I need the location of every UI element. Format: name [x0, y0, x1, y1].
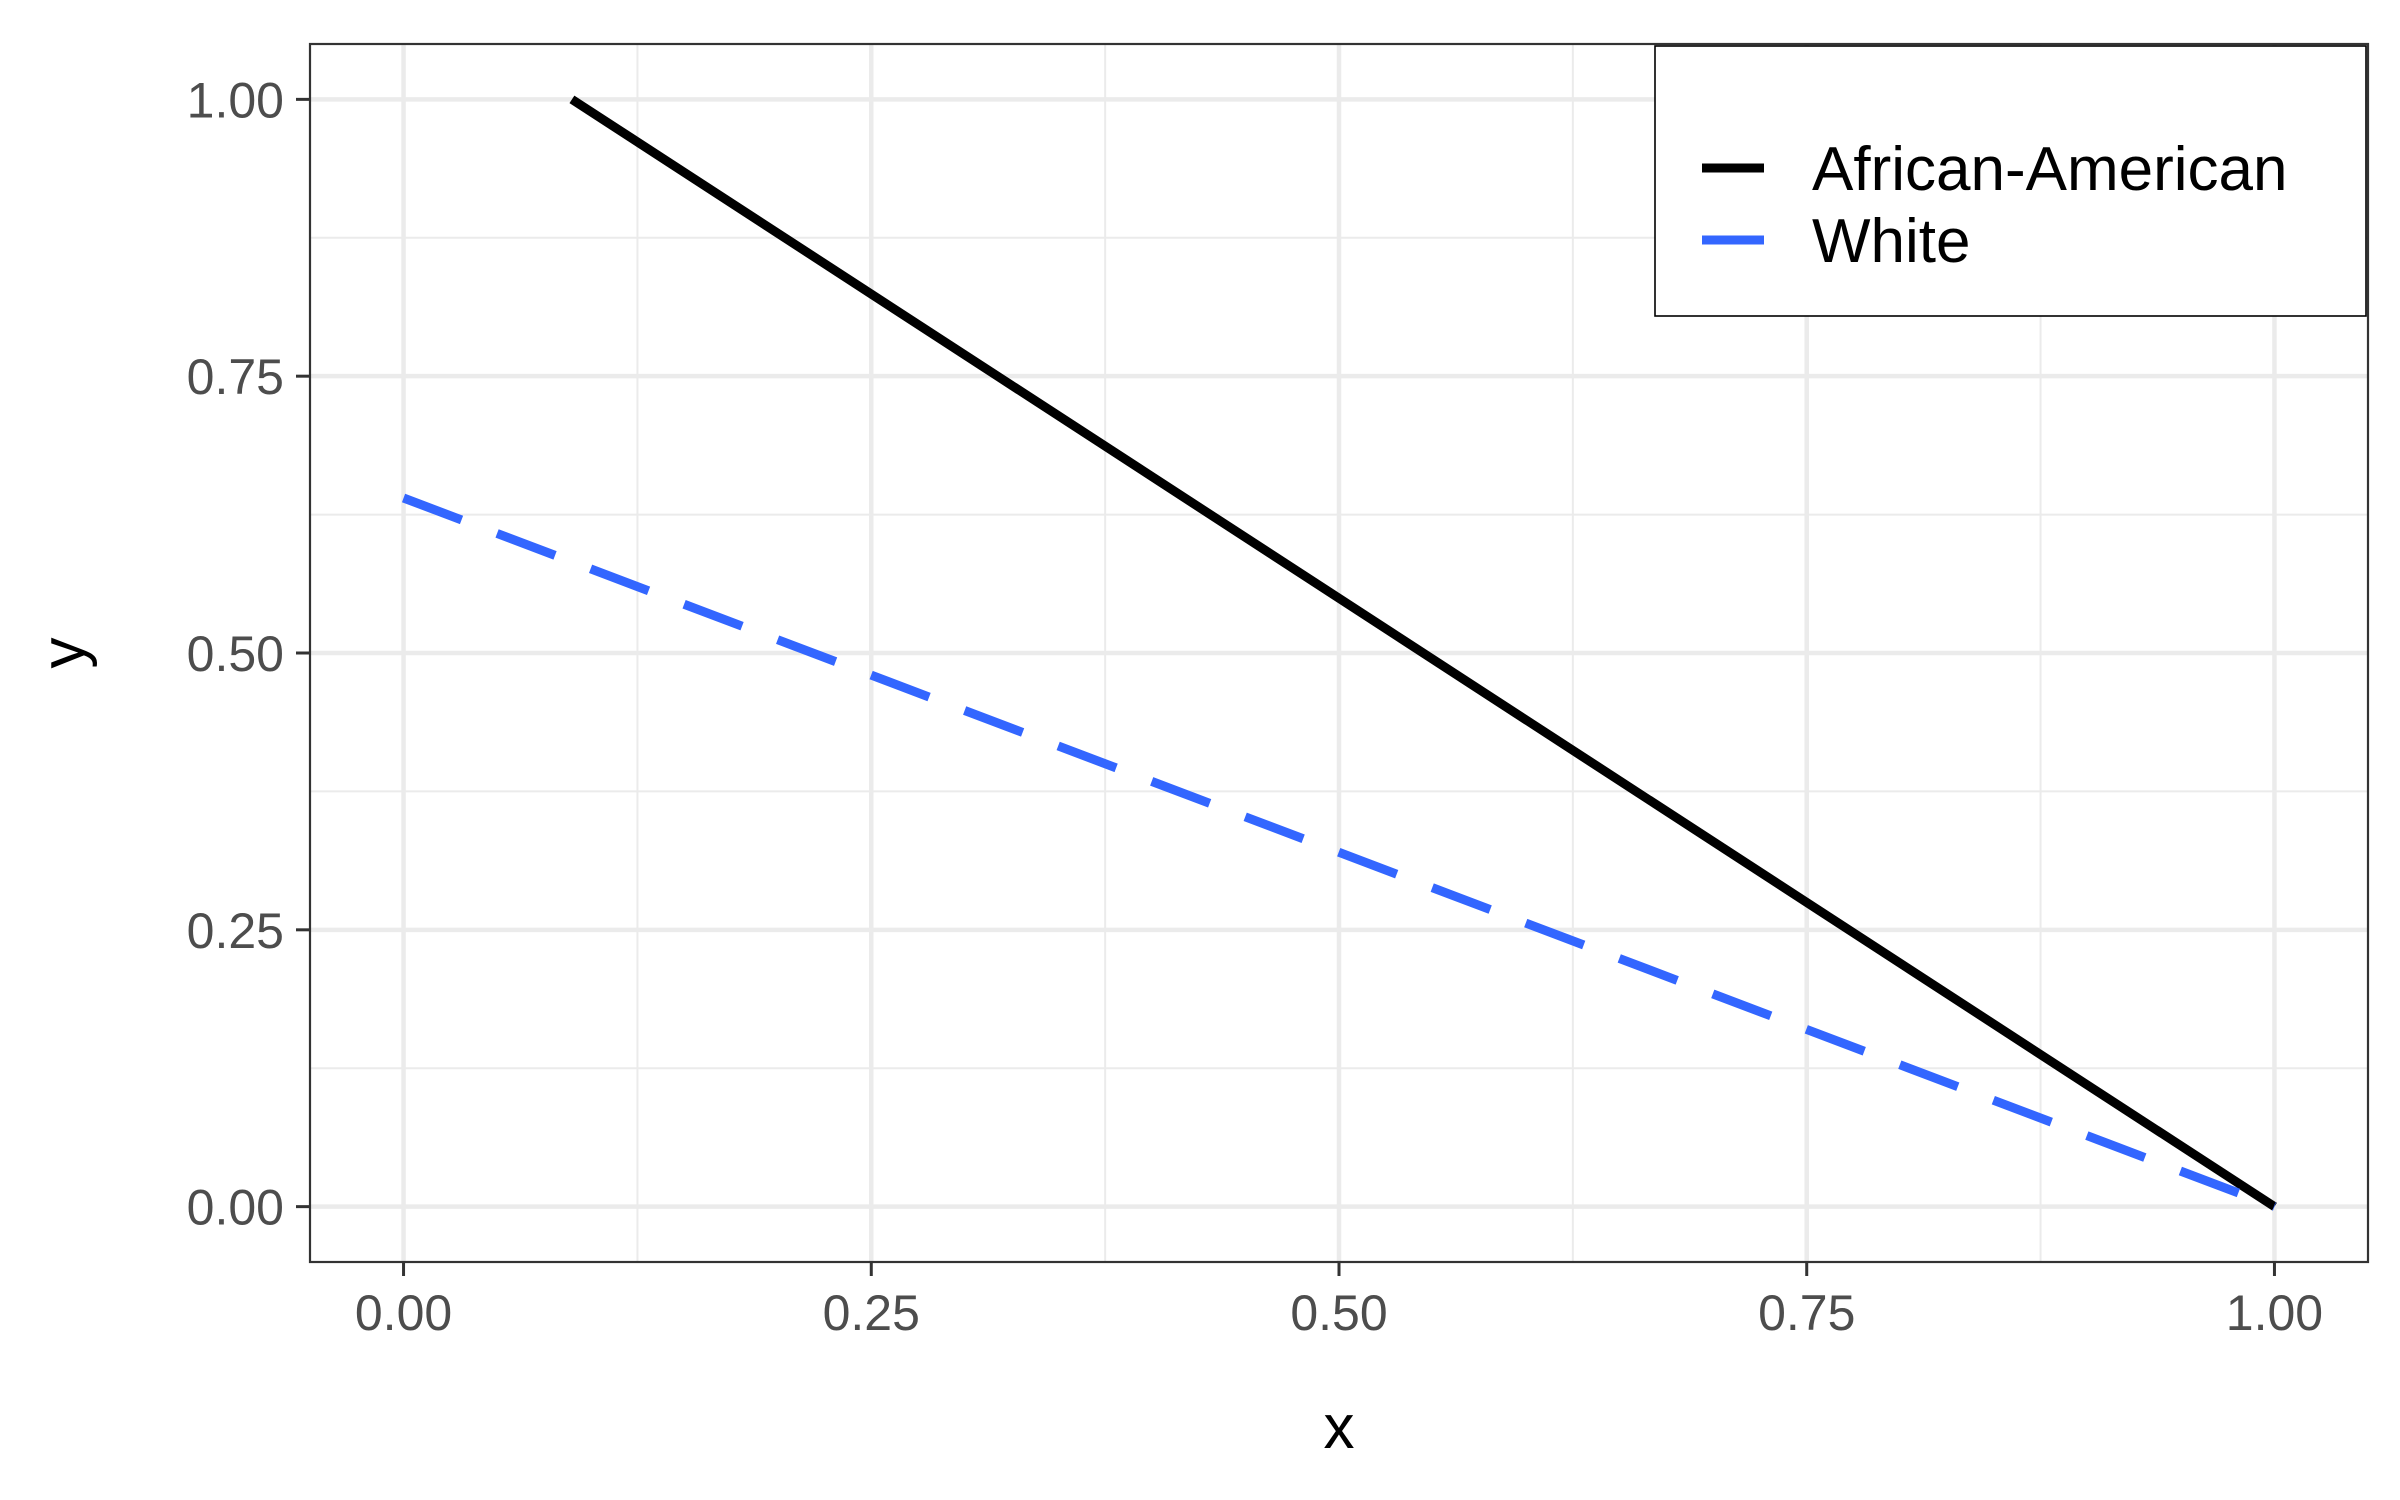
series-layer — [401, 95, 2277, 1211]
legend-label: African-American — [1812, 135, 2287, 204]
legend-box — [1654, 45, 2367, 317]
y-tick-label: 0.25 — [187, 903, 284, 959]
x-axis: 0.00 0.25 0.50 0.75 1.00 — [355, 1262, 2323, 1341]
x-tick-label: 0.75 — [1758, 1285, 1855, 1341]
series-line-white — [401, 493, 2277, 1211]
x-tick-label: 0.25 — [823, 1285, 920, 1341]
y-axis: 0.00 0.25 0.50 0.75 1.00 — [187, 72, 310, 1236]
series-line-african-american — [569, 95, 2277, 1211]
x-tick-label: 0.50 — [1290, 1285, 1387, 1341]
y-tick-label: 0.75 — [187, 349, 284, 405]
x-tick-label: 1.00 — [2226, 1285, 2323, 1341]
y-tick-label: 0.00 — [187, 1180, 284, 1236]
x-axis-title: x — [1324, 1393, 1355, 1462]
y-tick-label: 0.50 — [187, 626, 284, 682]
legend-label: White — [1812, 207, 1970, 276]
y-axis-title: y — [29, 638, 98, 669]
y-tick-label: 1.00 — [187, 72, 284, 128]
x-tick-label: 0.00 — [355, 1285, 452, 1341]
